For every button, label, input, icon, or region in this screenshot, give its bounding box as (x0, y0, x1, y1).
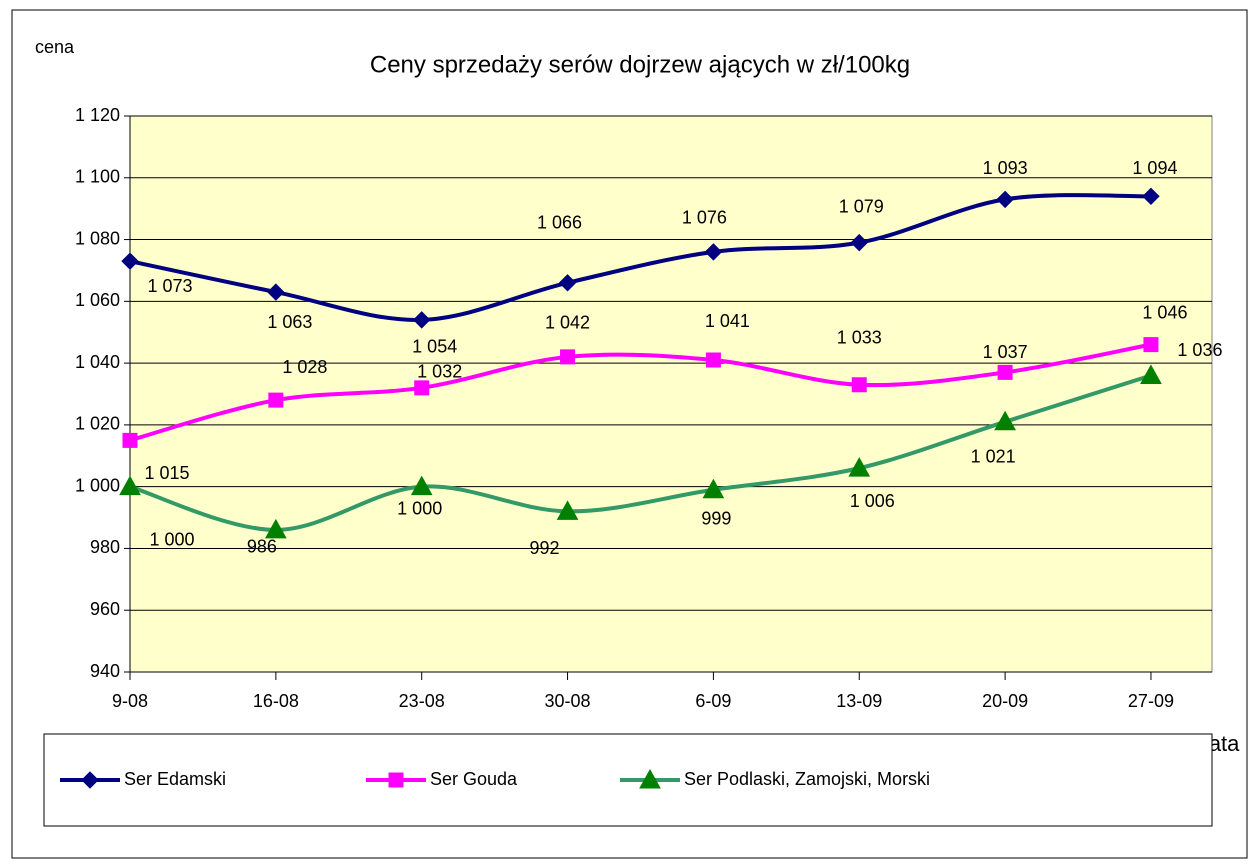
x-tick-label: 6-09 (695, 691, 731, 711)
data-point (558, 274, 577, 292)
legend-marker (81, 771, 99, 789)
data-point (702, 478, 725, 499)
legend-label: Ser Podlaski, Zamojski, Morski (684, 769, 930, 789)
data-label: 992 (530, 538, 560, 558)
data-point (556, 500, 579, 520)
data-point (997, 364, 1013, 380)
y-tick-label: 1 120 (75, 105, 120, 125)
data-point (412, 311, 431, 329)
data-point (1143, 337, 1159, 353)
data-point (410, 475, 433, 496)
data-point (267, 283, 285, 301)
data-label: 1 032 (417, 362, 462, 382)
y-axis-label: cena (35, 37, 75, 57)
data-label: 1 021 (971, 447, 1016, 467)
data-point (851, 377, 867, 393)
y-tick-label: 1 020 (75, 414, 120, 434)
data-point (704, 243, 723, 261)
plot-area (129, 115, 1213, 673)
data-point (265, 518, 287, 539)
data-label: 1 094 (1132, 158, 1177, 178)
legend-marker (639, 768, 661, 789)
data-label: 1 033 (837, 327, 882, 347)
data-label: 999 (701, 509, 731, 529)
x-tick-label: 9-08 (112, 691, 148, 711)
data-label: 1 037 (983, 342, 1028, 362)
data-label: 1 093 (983, 158, 1028, 178)
y-tick-label: 1 060 (75, 290, 120, 310)
x-tick-label: 13-09 (836, 691, 882, 711)
legend-label: Ser Gouda (430, 769, 518, 789)
legend-label: Ser Edamski (124, 769, 226, 789)
data-label: 1 063 (267, 312, 312, 332)
data-point (414, 380, 430, 396)
data-point (848, 457, 871, 477)
data-label: 1 028 (282, 357, 327, 377)
data-label: 1 066 (537, 213, 582, 233)
data-label: 1 041 (705, 311, 750, 331)
data-point (122, 432, 138, 448)
x-tick-label: 20-09 (982, 691, 1028, 711)
data-label: 1 079 (839, 196, 884, 216)
data-label: 1 006 (850, 491, 895, 511)
data-label: 1 046 (1142, 302, 1187, 322)
data-label: 1 000 (149, 529, 194, 549)
data-label: 1 000 (397, 498, 442, 518)
data-point (268, 392, 284, 408)
data-label: 1 015 (144, 463, 189, 483)
data-point (1142, 187, 1160, 206)
data-point (994, 410, 1016, 431)
data-label: 1 054 (412, 337, 457, 357)
series-line (129, 373, 1152, 532)
data-point (850, 233, 868, 252)
y-tick-label: 1 000 (75, 475, 120, 495)
data-label: 986 (247, 537, 277, 557)
data-point (705, 352, 721, 368)
x-tick-label: 30-08 (545, 691, 591, 711)
data-label: 1 042 (545, 313, 590, 333)
chart-title: Ceny sprzedaży serów dojrzew ających w z… (370, 51, 910, 78)
data-label: 1 076 (682, 208, 727, 228)
y-tick-label: 980 (90, 537, 120, 557)
data-label: 1 036 (1177, 340, 1222, 360)
data-point (121, 252, 139, 270)
y-tick-label: 960 (90, 599, 120, 619)
data-point (560, 349, 576, 365)
data-point (1140, 364, 1162, 384)
legend-marker (388, 772, 404, 788)
series-line (129, 342, 1152, 443)
data-point (119, 475, 141, 496)
y-tick-label: 1 080 (75, 228, 120, 248)
y-tick-label: 940 (90, 661, 120, 681)
y-tick-label: 1 040 (75, 352, 120, 372)
series-line (129, 193, 1151, 322)
x-tick-label: 16-08 (253, 691, 299, 711)
data-point (996, 190, 1014, 209)
y-tick-label: 1 100 (75, 167, 120, 187)
x-tick-label: 23-08 (399, 691, 445, 711)
data-label: 1 073 (147, 276, 192, 296)
x-tick-label: 27-09 (1128, 691, 1174, 711)
